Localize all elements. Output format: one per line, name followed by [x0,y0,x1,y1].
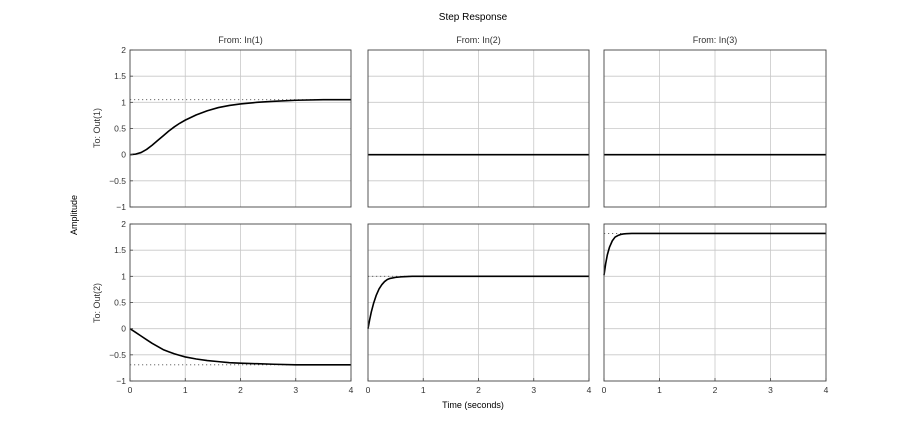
x-tick-label: 1 [183,385,188,395]
y-tick-label: −0.5 [109,176,126,186]
y-tick-label: 0 [121,324,126,334]
response-curve [367,275,589,329]
y-tick-label: −1 [116,376,126,386]
x-tick-label: 4 [349,385,354,395]
x-tick-label: 2 [713,385,718,395]
x-tick-label: 3 [768,385,773,395]
y-tick-label: 0 [121,150,126,160]
x-tick-label: 0 [128,385,133,395]
response-curve [129,98,351,156]
x-tick-label: 0 [602,385,607,395]
y-tick-label: 2 [121,45,126,55]
y-tick-label: 1 [121,97,126,107]
subplot-r2-c3: 0 1 2 3 4 [602,223,829,395]
response-curve [603,232,826,276]
chart-title: Step Response [439,12,508,23]
y-axis-label: Amplitude [69,195,79,235]
column-title-3: From: In(3) [693,35,738,45]
x-tick-label: 2 [238,385,243,395]
x-tick-label: 0 [366,385,371,395]
y-tick-label: 0.5 [114,124,126,134]
y-tick-label: 1.5 [114,245,126,255]
x-tick-label: 2 [476,385,481,395]
column-title-1: From: In(1) [218,35,263,45]
axes-frame [603,49,827,208]
subplot-r1-c2 [367,49,590,208]
subplot-r1-c3 [603,49,827,208]
y-tick-label: 0.5 [114,298,126,308]
y-tick-label: 1 [121,271,126,281]
x-tick-label: 3 [293,385,298,395]
subplot-r1-c1: 2 1.5 1 0.5 0 −0.5 −1 [109,45,352,212]
subplot-r2-c2: 0 1 2 3 4 [366,223,592,395]
x-tick-label: 1 [421,385,426,395]
subplot-grid: 21.510.50−0.5−121.510.50−0.5−10 1 2 3 4 0 1 2 3 4… [109,45,828,395]
row-title-1: To: Out(1) [92,108,102,148]
axes-frame [367,49,590,208]
x-tick-label: 3 [531,385,536,395]
subplot-r2-c1: 21.510.50−0.5−10 1 2 3 4 [109,219,353,395]
row-title-2: To: Out(2) [92,283,102,323]
y-tick-label: −0.5 [109,350,126,360]
y-tick-label: −1 [116,202,126,212]
y-tick-label: 2 [121,219,126,229]
response-curve [129,328,351,366]
x-tick-label: 4 [587,385,592,395]
x-axis-label: Time (seconds) [442,400,504,410]
column-title-2: From: In(2) [456,35,501,45]
x-tick-label: 4 [824,385,829,395]
x-tick-label: 1 [657,385,662,395]
y-tick-label: 1.5 [114,71,126,81]
